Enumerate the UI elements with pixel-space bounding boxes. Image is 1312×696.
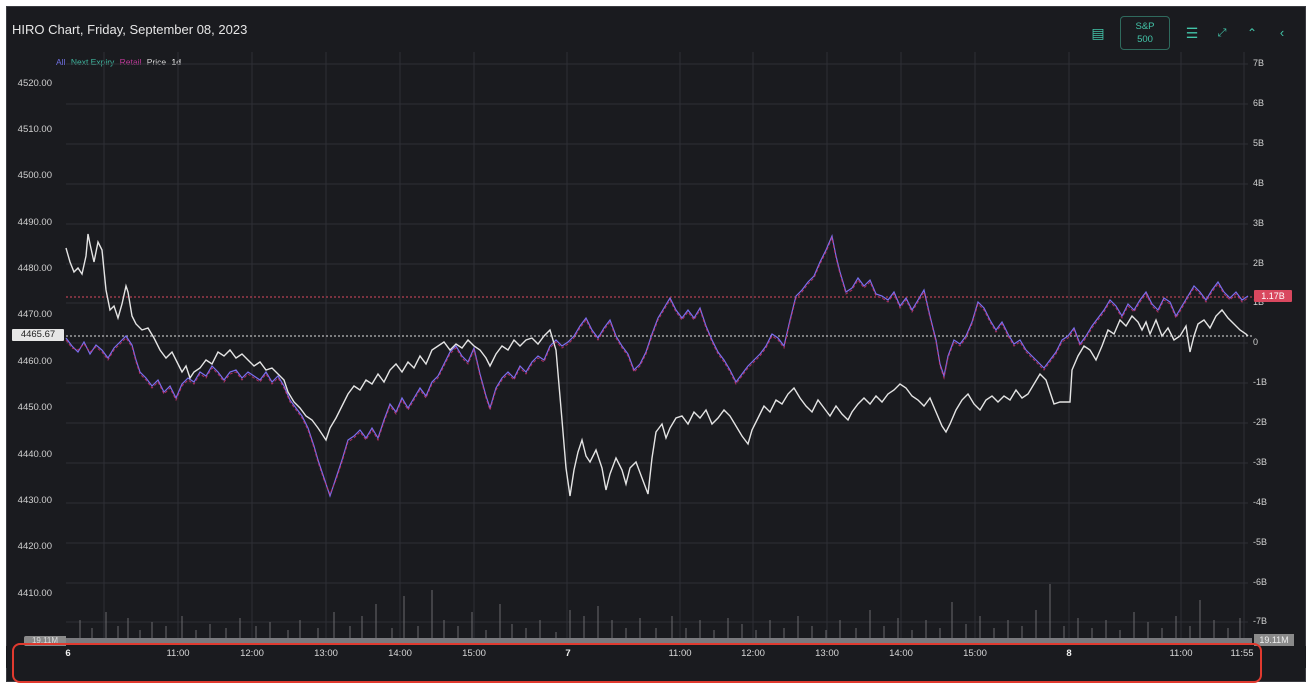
chart-toolbar: ▤ S&P 500 ☰ ⤢ ⌃ ‹ [1090, 16, 1290, 50]
x-tick: 14:00 [388, 648, 412, 659]
y-right-tick: 5B [1253, 138, 1265, 148]
chart-title: HIRO Chart, Friday, September 08, 2023 [12, 22, 248, 37]
x-tick: 13:00 [314, 648, 338, 659]
x-tick-day: 7 [565, 648, 571, 659]
x-tick: 12:00 [240, 648, 264, 659]
index-line2: 500 [1137, 34, 1153, 45]
x-tick: 15:00 [462, 648, 486, 659]
y-left-tick: 4460.00 [17, 356, 52, 367]
x-tick: 11:55 [1230, 648, 1254, 659]
x-tick: 14:00 [889, 648, 913, 659]
y-left-tick: 4510.00 [17, 124, 52, 135]
x-tick: 11:00 [166, 648, 190, 659]
current-price-tag: 4465.67 [12, 329, 64, 341]
x-tick: 13:00 [815, 648, 839, 659]
volume-max-tag-right: 19.11M [1254, 634, 1294, 647]
y-right-tick: 2B [1253, 258, 1265, 268]
legend-all[interactable]: All [56, 57, 66, 67]
y-right-tick: 0 [1253, 337, 1259, 347]
y-right-tick: -6B [1253, 577, 1268, 587]
y-left-tick: 4470.00 [17, 309, 52, 320]
x-tick-day: 6 [65, 648, 71, 659]
chart-legend: All Next Expiry Retail Price 1d [56, 57, 184, 67]
all-line [65, 233, 1249, 498]
y-left-tick: 4480.00 [17, 263, 52, 274]
x-tick-day: 8 [1066, 648, 1072, 659]
hiro-chart-panel [6, 6, 1306, 682]
index-select-button[interactable]: S&P 500 [1120, 16, 1170, 50]
y-left-tick: 4450.00 [17, 402, 52, 413]
list-icon[interactable]: ▤ [1091, 25, 1105, 41]
legend-timeframe[interactable]: 1d [171, 57, 181, 67]
y-right-tick: 4B [1253, 178, 1265, 188]
x-tick: 11:00 [1169, 648, 1193, 659]
volume-bars [79, 584, 1241, 640]
y-right-tick: -4B [1253, 497, 1268, 507]
collapse-icon[interactable]: ⤢ [1217, 27, 1227, 39]
y-right-tick: 7B [1253, 58, 1265, 68]
index-line1: S&P [1135, 21, 1155, 32]
x-axis[interactable] [6, 646, 1306, 668]
y-right-tick: -1B [1253, 377, 1268, 387]
grid-lines [66, 52, 1248, 640]
volume-baseline [66, 638, 1252, 643]
x-tick: 12:00 [741, 648, 765, 659]
y-left-tick: 4440.00 [17, 449, 52, 460]
y-left-tick: 4420.00 [17, 541, 52, 552]
y-left-tick: 4520.00 [17, 78, 52, 89]
y-left-tick: 4500.00 [17, 170, 52, 181]
y-right-tick: -7B [1253, 616, 1268, 626]
chevron-left-icon[interactable]: ‹ [1279, 25, 1285, 40]
y-right-tick: -3B [1253, 457, 1268, 467]
y-right-tick: 6B [1253, 98, 1265, 108]
x-tick: 15:00 [963, 648, 987, 659]
y-right-tick: -2B [1253, 417, 1268, 427]
chevron-up-icon[interactable]: ⌃ [1246, 26, 1258, 40]
volume-max-tag-left: 19.11M [24, 636, 66, 646]
y-left-tick: 4410.00 [17, 588, 52, 599]
y-right-tick: -5B [1253, 537, 1268, 547]
current-hiro-tag: 1.17B [1254, 290, 1292, 302]
y-right-tick: 3B [1253, 218, 1265, 228]
legend-next-expiry[interactable]: Next Expiry [70, 57, 115, 67]
price-line [65, 233, 1249, 497]
retail-line [65, 236, 1249, 496]
y-left-tick: 4490.00 [17, 217, 52, 228]
sliders-icon[interactable]: ☰ [1185, 25, 1199, 41]
legend-price[interactable]: Price [146, 57, 167, 67]
legend-retail[interactable]: Retail [119, 57, 142, 67]
y-left-tick: 4430.00 [17, 495, 52, 506]
x-tick: 11:00 [668, 648, 692, 659]
y-right-tick: 1B [1253, 297, 1265, 307]
